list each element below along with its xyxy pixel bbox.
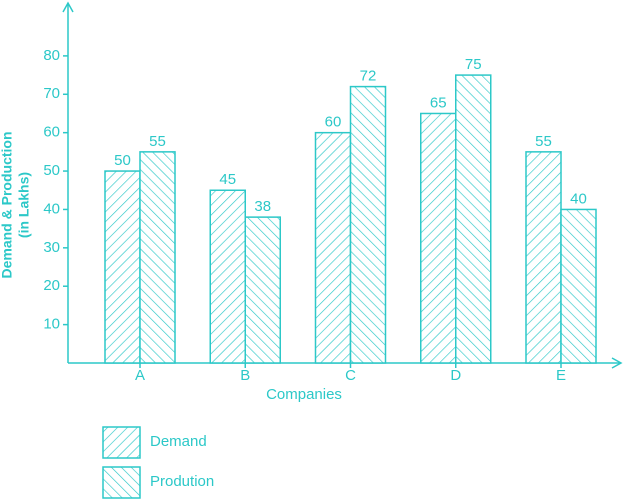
y-tick-label: 60 xyxy=(43,124,60,141)
bar xyxy=(314,131,352,364)
x-tick-label: C xyxy=(345,367,356,384)
legend-label: Demand xyxy=(150,433,207,450)
bar xyxy=(525,151,562,364)
y-tick-label: 70 xyxy=(43,85,60,102)
value-label: 60 xyxy=(325,114,342,131)
value-label: 65 xyxy=(430,94,447,111)
x-axis-title: Companies xyxy=(266,386,342,403)
bar xyxy=(560,208,597,364)
value-label: 75 xyxy=(465,56,482,73)
x-axis-arrow xyxy=(611,357,623,369)
y-tick-label: 80 xyxy=(43,47,60,64)
value-label: 38 xyxy=(254,198,271,215)
value-label: 72 xyxy=(360,68,377,85)
x-tick-label: A xyxy=(135,367,145,384)
x-tick-label: B xyxy=(240,367,250,384)
bar xyxy=(244,216,281,364)
y-axis-title: Demand & Production xyxy=(0,131,15,278)
bar xyxy=(349,85,387,364)
value-label: 45 xyxy=(219,171,236,188)
bar xyxy=(104,170,141,364)
y-axis-title: (in Lakhs) xyxy=(16,172,32,238)
legend-swatch xyxy=(102,466,141,499)
bar xyxy=(455,74,492,364)
value-label: 40 xyxy=(570,190,587,207)
value-label: 55 xyxy=(535,133,552,150)
x-tick-label: D xyxy=(450,367,461,384)
y-axis-arrow xyxy=(62,1,74,13)
bar xyxy=(139,151,176,364)
legend-label: Prodution xyxy=(150,473,214,490)
y-tick-label: 30 xyxy=(43,239,60,256)
legend-swatch xyxy=(102,426,141,459)
x-tick-label: E xyxy=(556,367,566,384)
value-label: 50 xyxy=(114,152,131,169)
value-label: 55 xyxy=(149,133,166,150)
bar xyxy=(420,112,457,364)
y-tick-label: 50 xyxy=(43,162,60,179)
y-tick-label: 20 xyxy=(43,277,60,294)
y-tick-label: 40 xyxy=(43,200,60,217)
bar xyxy=(209,189,246,364)
y-tick-label: 10 xyxy=(43,316,60,333)
